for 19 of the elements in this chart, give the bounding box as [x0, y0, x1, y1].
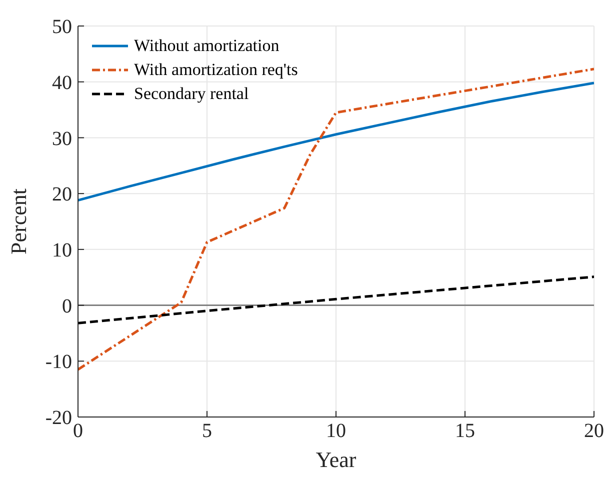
- y-tick-label: 0: [62, 295, 72, 318]
- y-tick-label: -10: [45, 351, 72, 374]
- x-tick-label: 15: [455, 420, 475, 442]
- x-tick-label: 10: [326, 420, 346, 442]
- x-tick-label: 5: [202, 420, 212, 442]
- legend-label: Secondary rental: [134, 83, 249, 105]
- y-tick-label: -20: [45, 407, 72, 430]
- legend-label: Without amortization: [134, 35, 280, 57]
- y-tick-label: 50: [52, 16, 72, 38]
- x-tick-label: 20: [584, 420, 604, 442]
- y-axis-title: Percent: [6, 188, 31, 254]
- y-tick-label: 30: [52, 128, 72, 150]
- legend-label: With amortization req'ts: [134, 59, 298, 81]
- y-tick-label: 20: [52, 184, 72, 206]
- y-tick-label: 40: [52, 72, 72, 94]
- y-tick-label: 10: [52, 240, 72, 262]
- line-series: [78, 276, 594, 324]
- x-axis-title: Year: [316, 447, 357, 472]
- line-series: [78, 82, 594, 202]
